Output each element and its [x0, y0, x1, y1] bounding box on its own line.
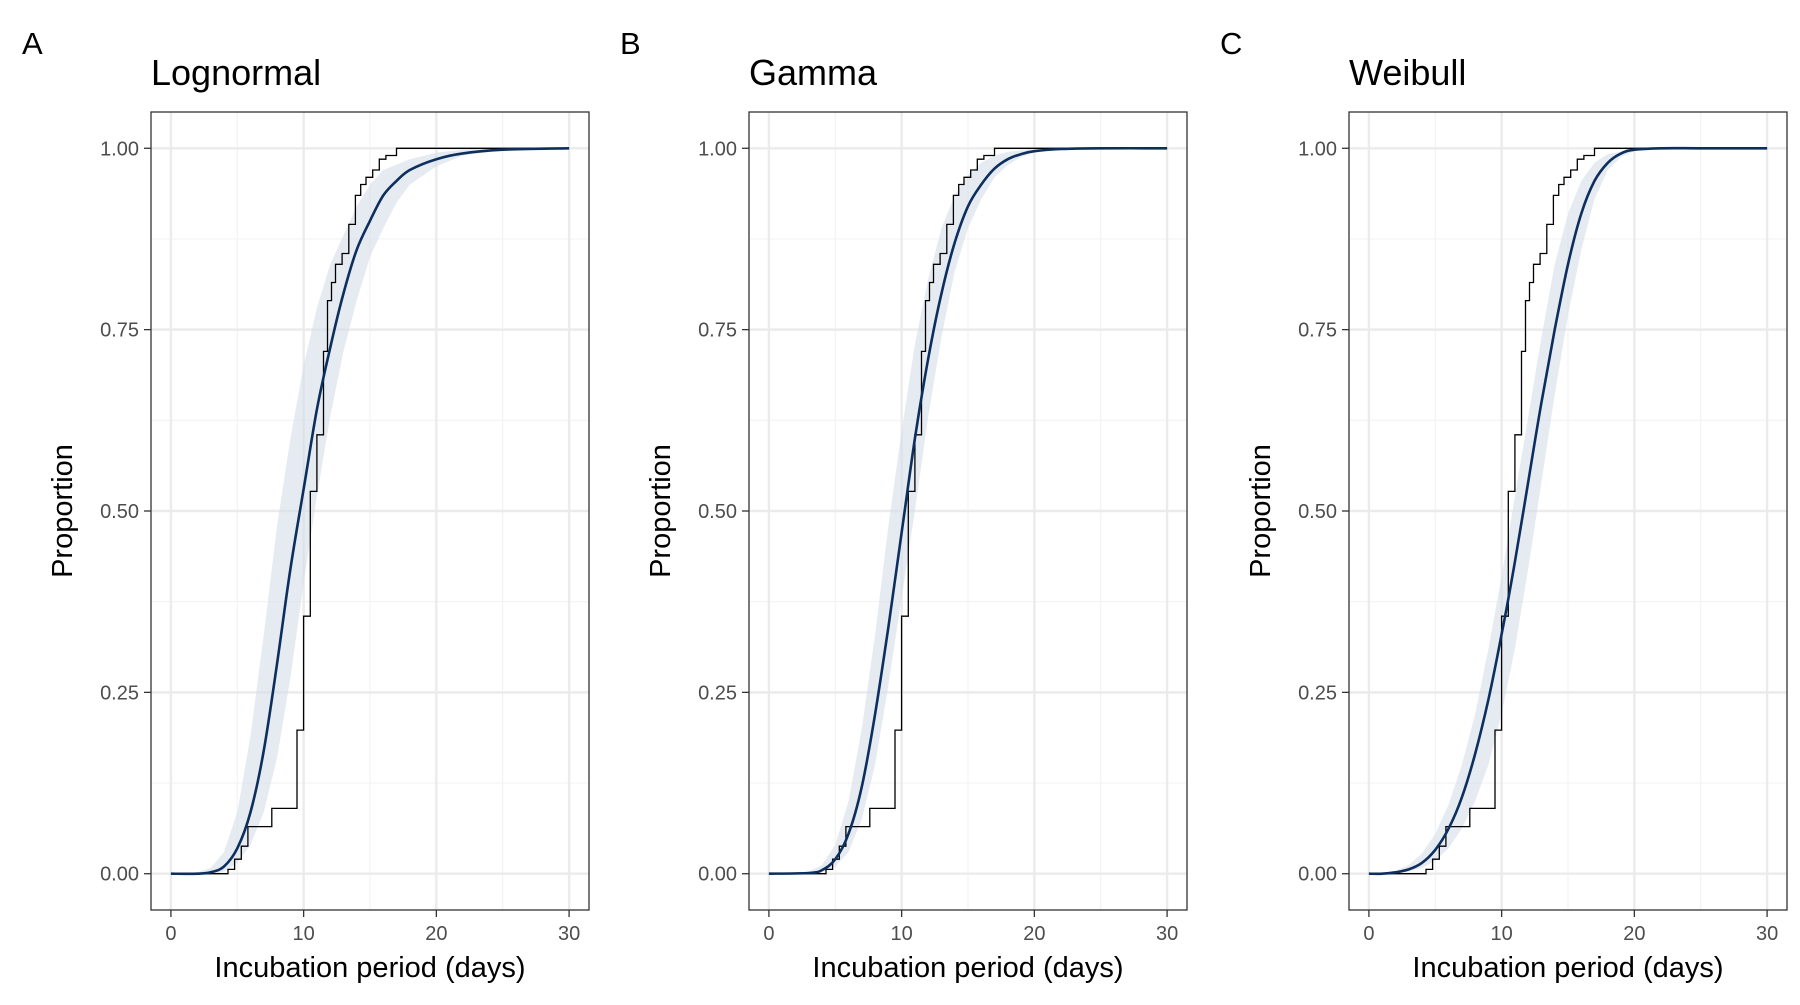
y-tick-label: 0.00: [698, 864, 737, 886]
empirical-cdf-step: [170, 147, 570, 875]
panel-lognormal: 0 10 20 30 0.00 0.25 0.50 0.75 1.00 A Lognormal I…: [22, 26, 590, 984]
x-tick-label: 0: [165, 923, 176, 945]
y-tick-label: 0.00: [100, 864, 139, 886]
y-tick-label: 0.25: [698, 682, 737, 704]
y-tick-label: 0.75: [1298, 320, 1337, 342]
x-tick-label: 30: [558, 923, 580, 945]
plot-area: 0 10 20 30 0.00 0.25 0.50 0.75 1.00: [698, 111, 1188, 945]
x-tick-label: 10: [293, 923, 315, 945]
panel-weibull: 0 10 20 30 0.00 0.25 0.50 0.75 1.00 C Weibull Inc…: [1220, 26, 1788, 984]
x-tick-label: 10: [891, 923, 913, 945]
x-tick-label: 20: [425, 923, 447, 945]
x-tick-label: 20: [1023, 923, 1045, 945]
x-tick-label: 20: [1623, 923, 1645, 945]
x-tick-label: 10: [1491, 923, 1513, 945]
x-axis-title: Incubation period (days): [214, 952, 525, 984]
y-axis-title: Proportion: [645, 444, 677, 578]
fitted-cdf-line: [1368, 146, 1768, 876]
fitted-cdf-line: [170, 147, 570, 876]
y-tick-label: 0.50: [100, 501, 139, 523]
y-tick-label: 0.50: [1298, 501, 1337, 523]
y-tick-label: 1.00: [1298, 138, 1337, 160]
plot-area: 0 10 20 30 0.00 0.25 0.50 0.75 1.00: [1298, 111, 1788, 945]
x-axis-title: Incubation period (days): [1412, 952, 1723, 984]
confidence-band: [1368, 148, 1768, 874]
x-tick-label: 30: [1756, 923, 1778, 945]
panel-gamma: 0 10 20 30 0.00 0.25 0.50 0.75 1.00 B Gamma Incub…: [620, 26, 1188, 984]
confidence-band: [170, 148, 570, 874]
confidence-band: [768, 148, 1168, 874]
y-tick-label: 0.75: [698, 320, 737, 342]
y-axis-title: Proportion: [47, 444, 79, 578]
y-tick-label: 0.75: [100, 320, 139, 342]
y-tick-label: 0.00: [1298, 864, 1337, 886]
panel-title: Weibull: [1349, 52, 1466, 93]
panel-letter: B: [620, 26, 641, 61]
empirical-cdf-step: [768, 147, 1168, 875]
x-tick-label: 0: [763, 923, 774, 945]
y-tick-label: 0.25: [100, 682, 139, 704]
y-tick-label: 1.00: [100, 138, 139, 160]
fitted-cdf-line: [768, 146, 1168, 875]
empirical-cdf-step: [1368, 147, 1768, 875]
y-tick-label: 0.25: [1298, 682, 1337, 704]
x-tick-label: 0: [1363, 923, 1374, 945]
panel-title: Gamma: [749, 52, 878, 93]
plot-area: 0 10 20 30 0.00 0.25 0.50 0.75 1.00: [100, 111, 590, 945]
panel-letter: C: [1220, 26, 1242, 61]
x-tick-label: 30: [1156, 923, 1178, 945]
y-tick-label: 0.50: [698, 501, 737, 523]
panel-letter: A: [22, 26, 43, 61]
y-axis-title: Proportion: [1245, 444, 1277, 578]
y-tick-label: 1.00: [698, 138, 737, 160]
panel-title: Lognormal: [151, 52, 321, 93]
x-axis-title: Incubation period (days): [812, 952, 1123, 984]
